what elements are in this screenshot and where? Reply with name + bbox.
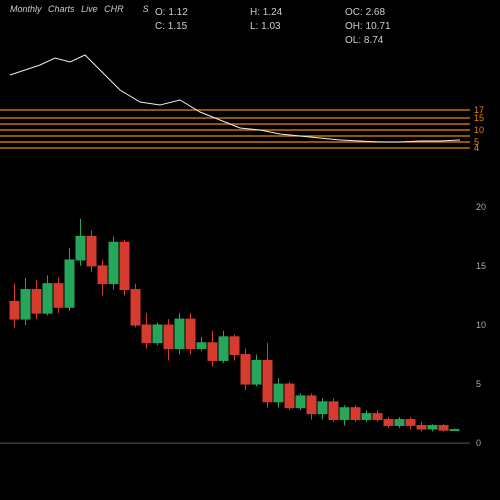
candle-body: [263, 360, 272, 401]
candle-body: [186, 319, 195, 349]
candle-body: [362, 414, 371, 420]
candle-body: [10, 301, 19, 319]
candle-body: [384, 420, 393, 426]
candle-body: [120, 242, 129, 289]
y-axis-tick-label: 20: [476, 202, 486, 212]
candle-body: [340, 408, 349, 420]
candle-body: [406, 420, 415, 426]
candle-body: [87, 236, 96, 266]
upper-indicator-panel: 17151054: [0, 55, 484, 153]
candle-body: [417, 425, 426, 429]
candle-body: [351, 408, 360, 420]
candle-body: [241, 355, 250, 385]
candle-body: [230, 337, 239, 355]
candle-body: [329, 402, 338, 420]
candle-body: [395, 420, 404, 426]
candle-body: [43, 284, 52, 314]
y-axis-tick-label: 0: [476, 438, 481, 448]
candle-body: [175, 319, 184, 349]
indicator-hline-label: 10: [474, 125, 484, 135]
candle-body: [373, 414, 382, 420]
candle-body: [65, 260, 74, 307]
candle-body: [439, 425, 448, 430]
candlestick-panel: 0 5 10 15 20: [0, 202, 486, 448]
y-axis-tick-label: 5: [476, 379, 481, 389]
indicator-trend-line: [10, 55, 460, 142]
candle-body: [142, 325, 151, 343]
candle-body: [153, 325, 162, 343]
candle-body: [252, 360, 261, 384]
candle-body: [54, 284, 63, 308]
indicator-hline-label: 15: [474, 113, 484, 123]
candle-body: [109, 242, 118, 283]
candle-body: [197, 343, 206, 349]
candle-body: [208, 343, 217, 361]
candle-body: [318, 402, 327, 414]
candle-body: [32, 290, 41, 314]
candle-body: [450, 430, 459, 431]
chart-canvas: 17151054 05101520: [0, 0, 500, 500]
y-axis-tick-label: 10: [476, 320, 486, 330]
candle-body: [21, 290, 30, 320]
candle-body: [296, 396, 305, 408]
y-axis-tick-label: 15: [476, 261, 486, 271]
indicator-hline-label: 4: [474, 143, 479, 153]
candle-body: [219, 337, 228, 361]
candle-body: [98, 266, 107, 284]
candle-body: [131, 290, 140, 325]
candle-body: [274, 384, 283, 402]
candle-body: [307, 396, 316, 414]
candle-body: [428, 425, 437, 429]
candle-body: [164, 325, 173, 349]
candle-body: [285, 384, 294, 408]
candle-body: [76, 236, 85, 260]
